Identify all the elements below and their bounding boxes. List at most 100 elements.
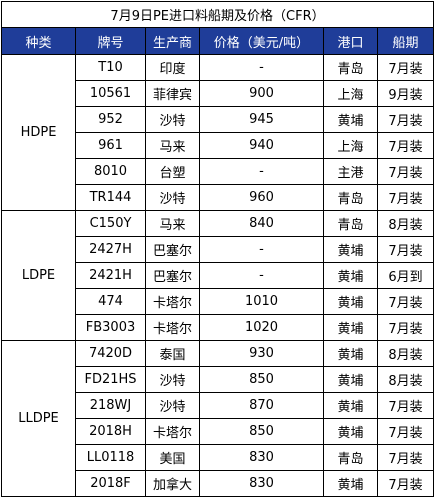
price-cell: 945 xyxy=(199,106,324,133)
port-cell: 黄埔 xyxy=(323,366,378,393)
grade-cell: TR144 xyxy=(75,184,146,211)
producer-cell: 卡塔尔 xyxy=(145,314,200,341)
price-cell: 1020 xyxy=(199,314,324,341)
shipping-cell: 7月装 xyxy=(376,54,434,81)
price-cell: 940 xyxy=(199,132,324,159)
table-row: FB3003 卡塔尔 1020 黄埔 7月装 xyxy=(2,314,434,341)
shipping-cell: 9月装 xyxy=(376,80,434,107)
table-row: 952 沙特 945 黄埔 7月装 xyxy=(2,106,434,133)
port-cell: 青岛 xyxy=(323,54,378,81)
table-row: 218WJ 沙特 870 黄埔 7月装 xyxy=(2,392,434,419)
producer-cell: 沙特 xyxy=(145,366,200,393)
grade-cell: 2018F xyxy=(75,470,146,497)
shipping-cell: 7月装 xyxy=(376,184,434,211)
producer-cell: 菲律宾 xyxy=(145,80,200,107)
table-row: 8010 台塑 - 主港 7月装 xyxy=(2,158,434,185)
price-cell: 900 xyxy=(199,80,324,107)
port-cell: 黄埔 xyxy=(323,340,378,367)
category-cell: LDPE xyxy=(1,210,76,341)
table-row: 10561 菲律宾 900 上海 9月装 xyxy=(2,80,434,107)
producer-cell: 沙特 xyxy=(145,106,200,133)
grade-cell: FD21HS xyxy=(75,366,146,393)
category-cell: HDPE xyxy=(1,54,76,211)
grade-cell: 218WJ xyxy=(75,392,146,419)
producer-cell: 马来 xyxy=(145,210,200,237)
grade-cell: FB3003 xyxy=(75,314,146,341)
port-cell: 黄埔 xyxy=(323,106,378,133)
header-producer: 生产商 xyxy=(145,27,200,55)
port-cell: 黄埔 xyxy=(323,314,378,341)
grade-cell: 2018H xyxy=(75,418,146,445)
port-cell: 黄埔 xyxy=(323,392,378,419)
grade-cell: 952 xyxy=(75,106,146,133)
table-body: HDPE T10 印度 - 青岛 7月装 10561 菲律宾 900 上海 9月装 952 沙特 945 黄… xyxy=(1,54,434,497)
shipping-cell: 7月装 xyxy=(376,444,434,471)
price-cell: 830 xyxy=(199,444,324,471)
producer-cell: 加拿大 xyxy=(145,470,200,497)
price-cell: 840 xyxy=(199,210,324,237)
table-row: LL0118 美国 830 青岛 7月装 xyxy=(2,444,434,471)
producer-cell: 沙特 xyxy=(145,392,200,419)
price-cell: - xyxy=(199,262,324,289)
port-cell: 黄埔 xyxy=(323,418,378,445)
shipping-cell: 7月装 xyxy=(376,158,434,185)
title-row: 7月9日PE进口料船期及价格（CFR） xyxy=(0,1,434,28)
header-price: 价格（美元/吨） xyxy=(199,27,324,55)
producer-cell: 泰国 xyxy=(145,340,200,367)
shipping-cell: 8月装 xyxy=(376,210,434,237)
grade-cell: 2427H xyxy=(75,236,146,263)
grade-cell: 7420D xyxy=(75,340,146,367)
table-row: LDPE C150Y 马来 840 青岛 8月装 xyxy=(1,210,434,341)
shipping-cell: 7月装 xyxy=(376,314,434,341)
shipping-cell: 7月装 xyxy=(376,470,434,497)
port-cell: 青岛 xyxy=(323,210,378,237)
table-row: LLDPE 7420D 泰国 930 黄埔 8月装 xyxy=(1,340,434,497)
port-cell: 黄埔 xyxy=(323,288,378,315)
port-cell: 黄埔 xyxy=(323,236,378,263)
producer-cell: 卡塔尔 xyxy=(145,418,200,445)
table-row: 474 卡塔尔 1010 黄埔 7月装 xyxy=(2,288,434,315)
header-row: 种类 牌号 生产商 价格（美元/吨） 港口 船期 xyxy=(1,27,434,55)
price-cell: 870 xyxy=(199,392,324,419)
shipping-cell: 7月装 xyxy=(376,392,434,419)
shipping-cell: 8月装 xyxy=(376,340,434,367)
table-row: 2421H 巴塞尔 - 黄埔 6月到 xyxy=(2,262,434,289)
producer-cell: 台塑 xyxy=(145,158,200,185)
port-cell: 黄埔 xyxy=(323,262,378,289)
producer-cell: 沙特 xyxy=(145,184,200,211)
grade-cell: 8010 xyxy=(75,158,146,185)
shipping-cell: 7月装 xyxy=(376,418,434,445)
grade-cell: C150Y xyxy=(75,210,146,237)
header-category: 种类 xyxy=(1,27,76,55)
table-row: HDPE T10 印度 - 青岛 7月装 xyxy=(1,54,434,211)
producer-cell: 美国 xyxy=(145,444,200,471)
table-row: 2018H 卡塔尔 850 黄埔 7月装 xyxy=(2,418,434,445)
grade-cell: T10 xyxy=(75,54,146,81)
header-port: 港口 xyxy=(323,27,378,55)
price-cell: 930 xyxy=(199,340,324,367)
producer-cell: 印度 xyxy=(145,54,200,81)
port-cell: 主港 xyxy=(323,158,378,185)
grade-cell: 474 xyxy=(75,288,146,315)
port-cell: 青岛 xyxy=(323,444,378,471)
header-shipping: 船期 xyxy=(376,27,434,55)
producer-cell: 卡塔尔 xyxy=(145,288,200,315)
table-row: 961 马来 940 上海 7月装 xyxy=(2,132,434,159)
price-cell: 830 xyxy=(199,470,324,497)
grade-cell: 961 xyxy=(75,132,146,159)
shipping-cell: 7月装 xyxy=(376,132,434,159)
producer-cell: 马来 xyxy=(145,132,200,159)
table-title: 7月9日PE进口料船期及价格（CFR） xyxy=(0,1,434,28)
grade-cell: LL0118 xyxy=(75,444,146,471)
producer-cell: 巴塞尔 xyxy=(145,262,200,289)
port-cell: 青岛 xyxy=(323,184,378,211)
port-cell: 上海 xyxy=(323,132,378,159)
price-cell: - xyxy=(199,236,324,263)
shipping-cell: 7月装 xyxy=(376,236,434,263)
price-cell: 850 xyxy=(199,366,324,393)
price-cell: 1010 xyxy=(199,288,324,315)
price-cell: - xyxy=(199,158,324,185)
shipping-cell: 7月装 xyxy=(376,106,434,133)
grade-cell: 2421H xyxy=(75,262,146,289)
